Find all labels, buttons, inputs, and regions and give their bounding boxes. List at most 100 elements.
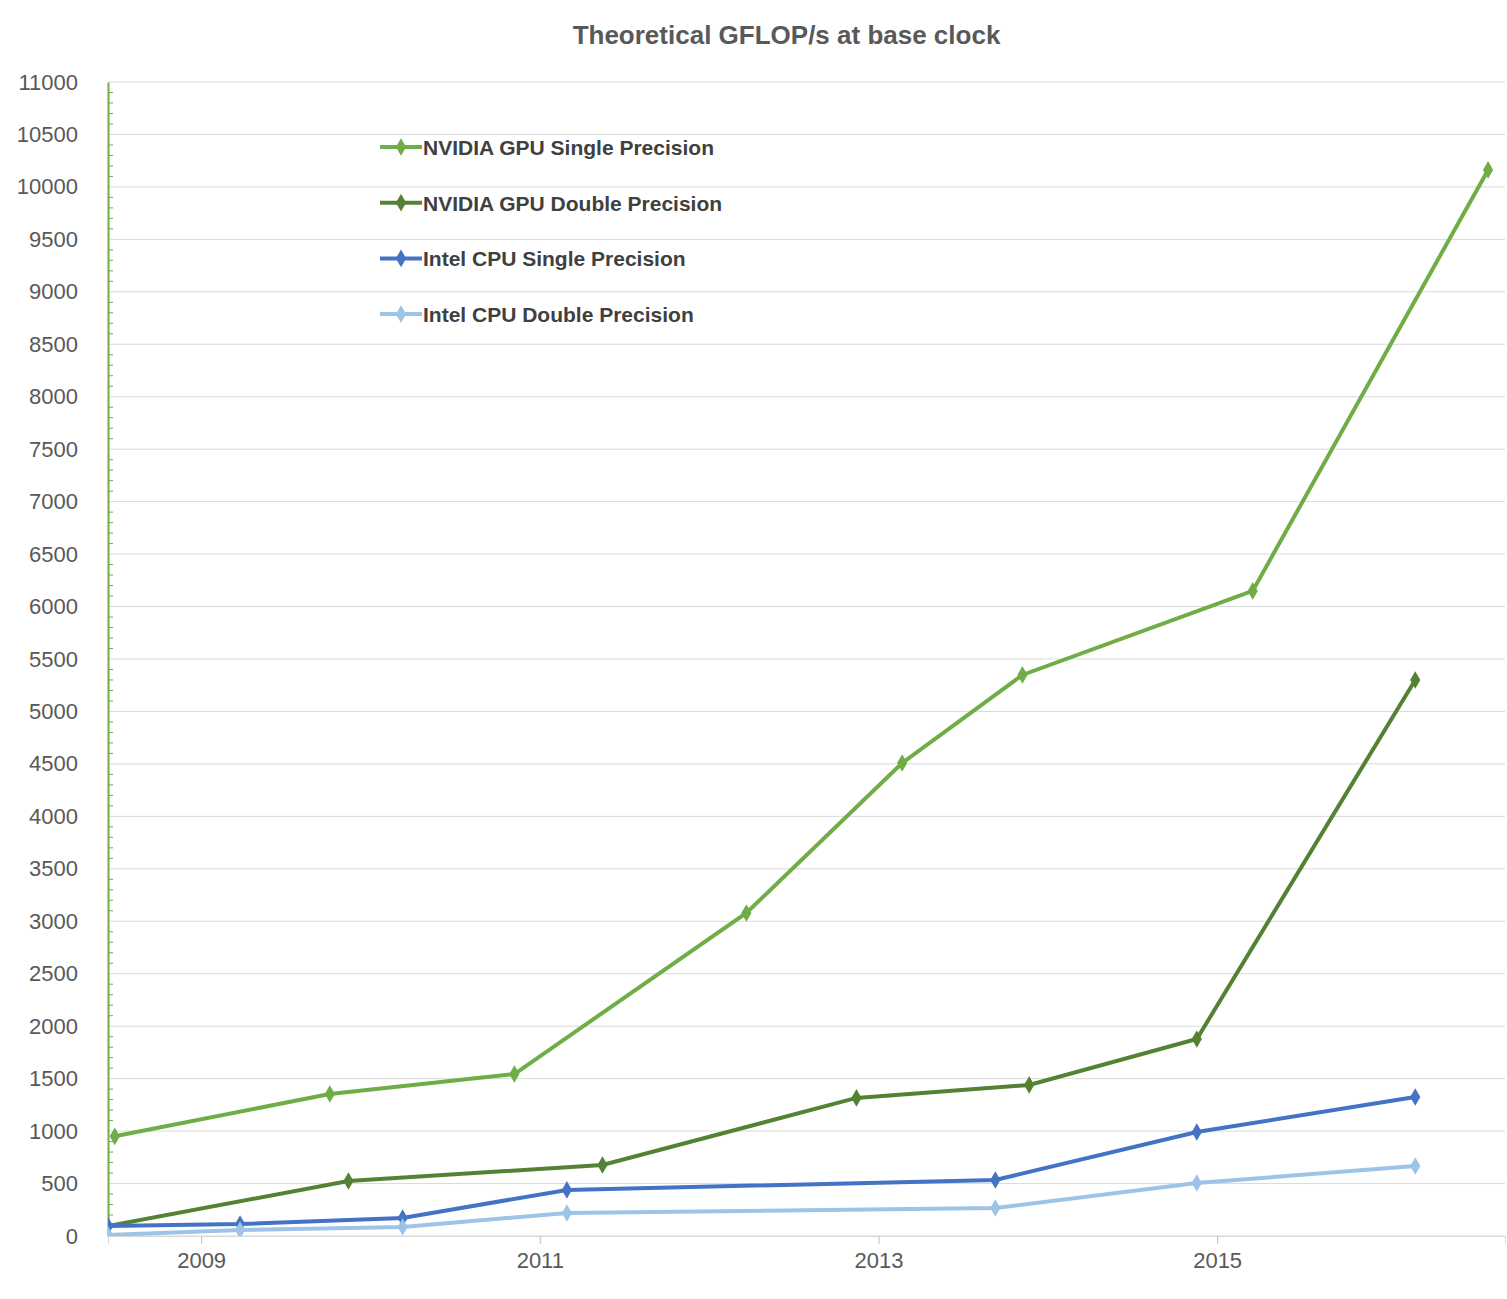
- y-tick: 11000: [18, 70, 108, 95]
- y-minor-tick: [108, 721, 113, 722]
- y-tick: 5000: [29, 699, 108, 724]
- series-marker: [990, 1199, 1000, 1217]
- y-tick-label: 3000: [29, 909, 78, 934]
- y-minor-tick: [108, 596, 113, 597]
- y-tick: 500: [41, 1171, 108, 1196]
- series-marker: [1410, 1157, 1420, 1175]
- y-minor-tick: [108, 700, 113, 701]
- y-minor-tick: [108, 879, 113, 880]
- y-minor-tick: [108, 679, 113, 680]
- y-tick: 2500: [29, 961, 108, 986]
- y-minor-tick: [108, 354, 113, 355]
- series-marker: [897, 754, 907, 772]
- y-minor-tick: [108, 365, 113, 366]
- grid-line: [108, 711, 1505, 712]
- x-tick-mark: [1217, 1236, 1218, 1244]
- y-minor-tick: [108, 784, 113, 785]
- x-tick-label: 2013: [854, 1248, 903, 1273]
- y-minor-tick: [108, 375, 113, 376]
- y-minor-tick: [108, 543, 113, 544]
- y-minor-tick: [108, 690, 113, 691]
- y-minor-tick: [108, 795, 113, 796]
- series-marker: [108, 1226, 113, 1236]
- series-marker: [1024, 1076, 1034, 1094]
- y-tick: 1500: [29, 1066, 108, 1091]
- series-line: [108, 1166, 1415, 1235]
- series-marker: [1248, 582, 1258, 600]
- y-minor-tick: [108, 805, 113, 806]
- y-minor-tick: [108, 113, 113, 114]
- series-marker: [1017, 666, 1027, 684]
- grid-line: [108, 921, 1505, 922]
- grid-line: [108, 554, 1505, 555]
- series-marker: [1483, 161, 1493, 179]
- y-minor-tick: [108, 1173, 113, 1174]
- y-tick: 4000: [29, 804, 108, 829]
- y-tick-label: 10500: [17, 122, 78, 147]
- legend-entry: NVIDIA GPU Double Precision: [380, 192, 722, 215]
- y-tick: 9500: [29, 227, 108, 252]
- y-minor-tick: [108, 627, 113, 628]
- y-tick: 8500: [29, 332, 108, 357]
- y-minor-tick: [108, 207, 113, 208]
- series-marker: [110, 1128, 120, 1146]
- y-tick: 6500: [29, 542, 108, 567]
- x-tick-mark: [878, 1236, 879, 1244]
- y-tick-label: 6000: [29, 594, 78, 619]
- y-minor-tick: [108, 1204, 113, 1205]
- series-marker: [597, 1156, 607, 1174]
- y-minor-tick: [108, 407, 113, 408]
- y-minor-tick: [108, 837, 113, 838]
- y-minor-tick: [108, 333, 113, 334]
- y-minor-tick: [108, 428, 113, 429]
- legend-label: NVIDIA GPU Double Precision: [423, 192, 722, 215]
- y-minor-tick: [108, 1015, 113, 1016]
- y-minor-tick: [108, 952, 113, 953]
- grid: [108, 82, 1505, 1236]
- y-minor-tick: [108, 1036, 113, 1037]
- legend-label: Intel CPU Single Precision: [423, 247, 686, 270]
- y-tick: 1000: [29, 1119, 108, 1144]
- x-tick-label: 2009: [177, 1248, 226, 1273]
- y-minor-tick: [108, 1057, 113, 1058]
- y-minor-tick: [108, 323, 113, 324]
- y-minor-ticks: [108, 92, 113, 1225]
- series-line: [108, 1097, 1415, 1226]
- legend-marker: [396, 138, 406, 156]
- x-tick-mark: [540, 1236, 541, 1244]
- series-marker: [741, 904, 751, 922]
- y-tick-label: 10000: [17, 174, 78, 199]
- y-tick-label: 5500: [29, 647, 78, 672]
- y-minor-tick: [108, 144, 113, 145]
- y-minor-tick: [108, 900, 113, 901]
- legend-label: Intel CPU Double Precision: [423, 303, 694, 326]
- y-minor-tick: [108, 281, 113, 282]
- y-tick-label: 1500: [29, 1066, 78, 1091]
- series-marker: [343, 1172, 353, 1190]
- y-tick: 4500: [29, 751, 108, 776]
- legend-label: NVIDIA GPU Single Precision: [423, 136, 714, 159]
- y-minor-tick: [108, 228, 113, 229]
- y-minor-tick: [108, 942, 113, 943]
- y-tick-label: 5000: [29, 699, 78, 724]
- y-tick-label: 6500: [29, 542, 78, 567]
- y-minor-tick: [108, 858, 113, 859]
- y-tick-label: 8000: [29, 384, 78, 409]
- y-minor-tick: [108, 480, 113, 481]
- y-minor-tick: [108, 386, 113, 387]
- y-minor-tick: [108, 1120, 113, 1121]
- legend-entry: NVIDIA GPU Single Precision: [380, 136, 714, 159]
- y-minor-tick: [108, 249, 113, 250]
- y-minor-tick: [108, 575, 113, 576]
- y-minor-tick: [108, 302, 113, 303]
- grid-line: [108, 763, 1505, 764]
- y-minor-tick: [108, 889, 113, 890]
- y-minor-tick: [108, 1047, 113, 1048]
- y-minor-tick: [108, 984, 113, 985]
- x-axis: 2009201120132015: [109, 1236, 1506, 1273]
- grid-line: [108, 344, 1505, 345]
- series-marker: [562, 1204, 572, 1222]
- y-minor-tick: [108, 1068, 113, 1069]
- x-tick: 2011: [517, 1236, 564, 1273]
- y-minor-tick: [108, 638, 113, 639]
